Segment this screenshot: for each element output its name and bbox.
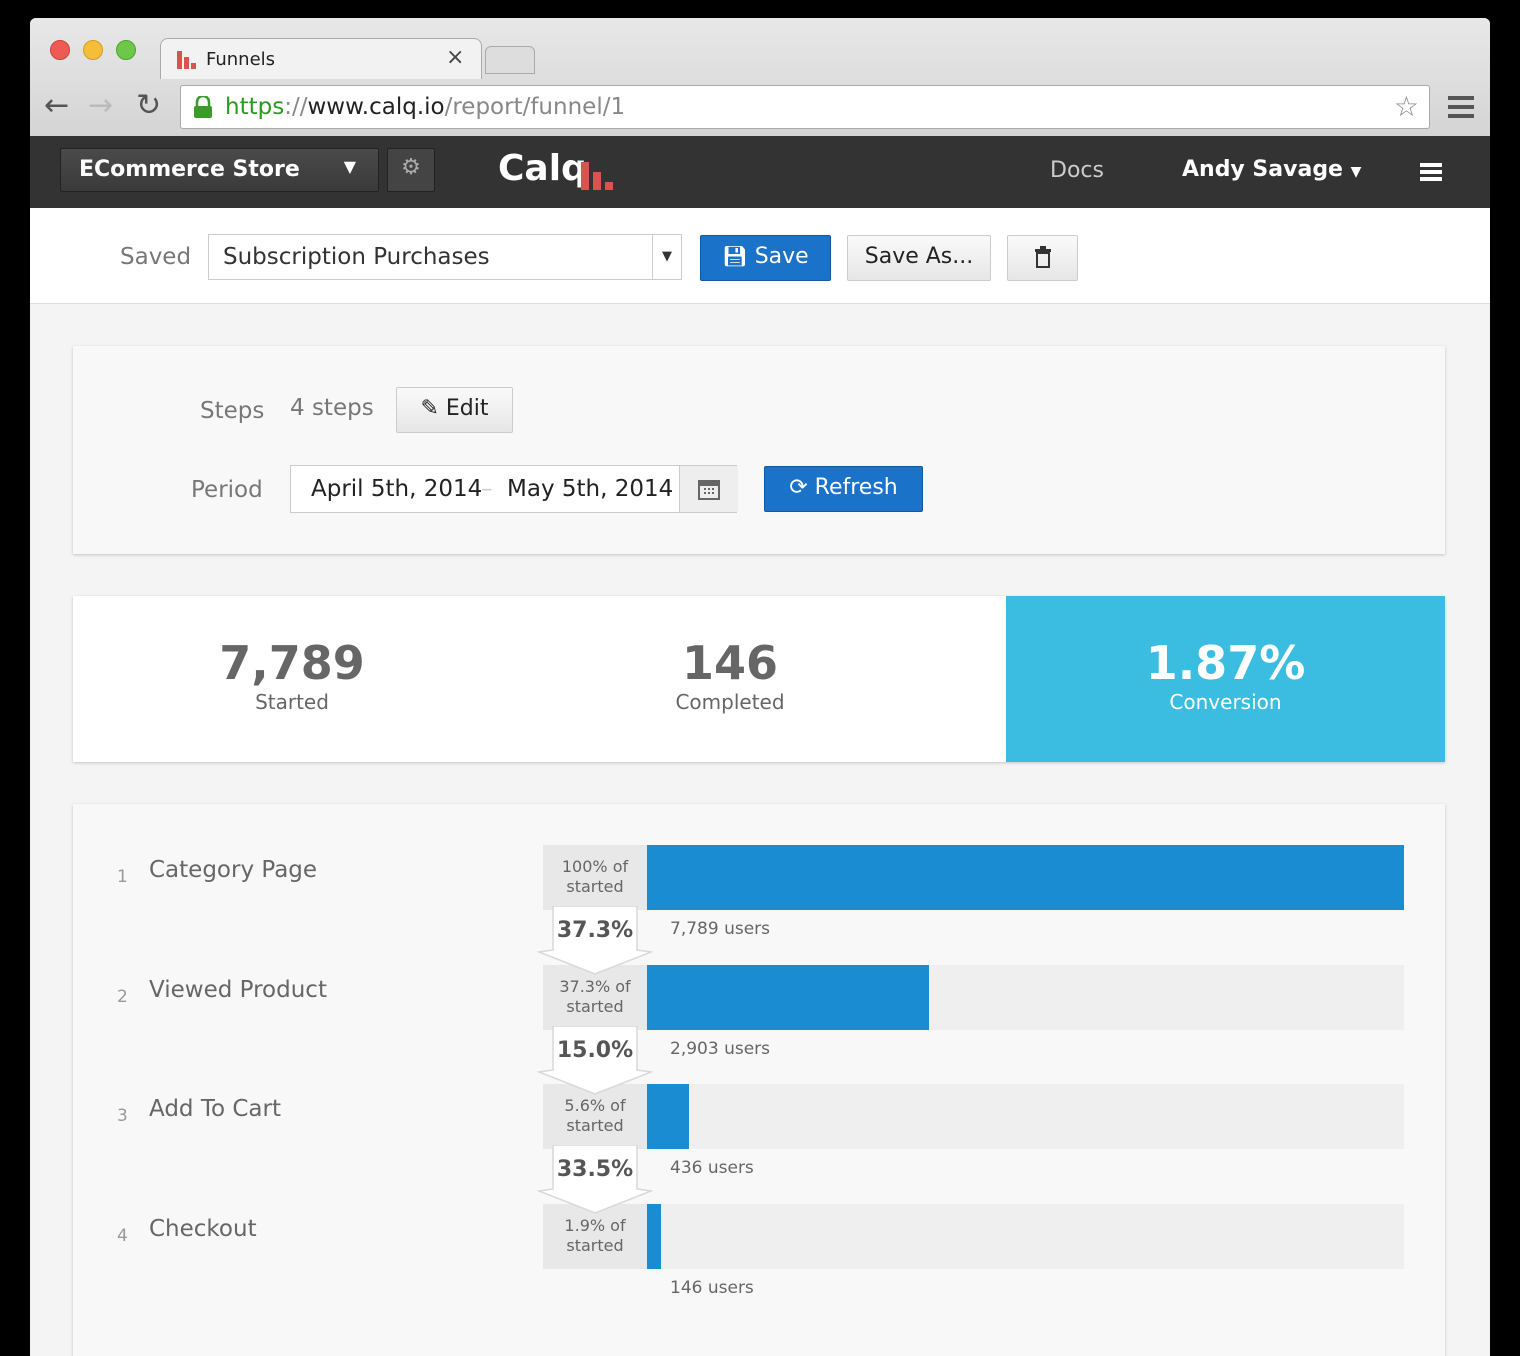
logo-mark	[581, 162, 613, 190]
forward-button[interactable]: →	[88, 88, 114, 123]
step-number: 1	[117, 867, 128, 887]
calendar-icon	[698, 480, 720, 500]
save-label: Save	[754, 244, 809, 269]
bar	[647, 845, 1404, 910]
period-label: Period	[191, 477, 263, 503]
end-date: May 5th, 2014	[507, 476, 674, 502]
tab[interactable]: Funnels ×	[160, 38, 482, 79]
value-label: 1.9% of started	[543, 1203, 647, 1269]
maximize-button[interactable]	[116, 40, 136, 60]
conversion-label: 37.3%	[556, 918, 634, 943]
filter-panel: Steps 4 steps ✎ Edit Period April 5th, 2…	[73, 346, 1445, 554]
start-date: April 5th, 2014	[311, 476, 483, 502]
user-name: Andy Savage	[1182, 157, 1343, 182]
step-name: Category Page	[149, 857, 318, 883]
docs-link[interactable]: Docs	[1050, 158, 1104, 183]
edit-button[interactable]: ✎ Edit	[396, 387, 513, 433]
completed-label: Completed	[675, 690, 785, 714]
value-label: 5.6% of started	[543, 1084, 647, 1149]
bar-track	[647, 1203, 1404, 1269]
app-navbar: ECommerce Store ▼ ⚙ Calq Docs Andy Savage…	[30, 136, 1490, 208]
project-name: ECommerce Store	[79, 157, 300, 182]
logo: Calq	[498, 148, 587, 189]
url-path: /report/funnel/1	[444, 94, 626, 120]
tab-title: Funnels	[206, 49, 276, 70]
conversion-value: 1.87%	[1145, 636, 1306, 690]
reload-button[interactable]: ↻	[136, 88, 162, 123]
tab-icon	[177, 51, 196, 69]
new-tab[interactable]	[485, 46, 535, 74]
conversion-arrow	[537, 1025, 653, 1095]
tab-close[interactable]: ×	[446, 45, 465, 70]
project-select[interactable]: ECommerce Store ▼	[60, 148, 379, 192]
date-range[interactable]: April 5th, 2014 – May 5th, 2014	[290, 465, 738, 513]
toolbar: Saved Subscription Purchases ▼ 💾︎ Save Sa…	[30, 208, 1490, 304]
conversion-label: Conversion	[1169, 690, 1282, 714]
app-menu[interactable]	[1420, 163, 1442, 181]
bar	[647, 1203, 662, 1269]
save-as-button[interactable]: Save As...	[847, 235, 991, 281]
bar-track	[647, 1084, 1404, 1149]
step-number: 4	[117, 1225, 128, 1246]
url-scheme: https	[225, 94, 285, 120]
step-name: Checkout	[149, 1215, 257, 1242]
address-bar[interactable]: https://www.calq.io/report/funnel/1 ☆	[180, 85, 1430, 129]
value-label: 37.3% of started	[543, 964, 647, 1030]
refresh-label: Refresh	[814, 475, 898, 500]
step-number: 2	[117, 986, 128, 1007]
conversion-label: 33.5%	[556, 1157, 634, 1182]
url-host: www.calq.io	[307, 94, 445, 120]
users-label: 2,903 users	[670, 1038, 771, 1059]
conversion-label: 15.0%	[556, 1037, 634, 1063]
calendar-button[interactable]	[679, 466, 738, 512]
trash-icon	[1034, 246, 1051, 268]
completed-stat: 146 Completed	[511, 636, 949, 714]
user-menu[interactable]: Andy Savage ▼	[1182, 157, 1362, 182]
lock-icon	[194, 96, 212, 118]
browser-menu[interactable]	[1448, 96, 1474, 118]
close-button[interactable]	[50, 40, 70, 60]
step-name: Viewed Product	[149, 976, 327, 1003]
save-button[interactable]: 💾︎ Save	[700, 235, 831, 281]
back-button[interactable]: ←	[44, 88, 70, 123]
settings-button[interactable]: ⚙	[387, 148, 435, 192]
started-stat: 7,789 Started	[73, 636, 511, 714]
completed-value: 146	[681, 636, 779, 690]
bar	[647, 964, 930, 1030]
steps-value: 4 steps	[290, 395, 374, 421]
conversion-arrow	[537, 1145, 653, 1214]
bookmark-star[interactable]: ☆	[1393, 90, 1419, 123]
steps-label: Steps	[200, 398, 265, 424]
saved-report: Subscription Purchases	[223, 244, 490, 270]
browser-chrome: Funnels × ← → ↻ https://www.calq.io/repo…	[30, 18, 1490, 137]
summary-panel: 7,789 Started 146 Completed 1.87% Conver…	[73, 596, 1445, 762]
started-label: Started	[255, 690, 329, 714]
refresh-button[interactable]: ⟳ Refresh	[764, 466, 923, 512]
minimize-button[interactable]	[83, 40, 103, 60]
users-label: 146 users	[670, 1277, 754, 1298]
step-number: 3	[117, 1106, 128, 1126]
url-separator: ://	[284, 94, 308, 120]
started-value: 7,789	[219, 636, 365, 690]
browser-window: Funnels × ← → ↻ https://www.calq.io/repo…	[30, 18, 1490, 1356]
saved-report-select[interactable]: Subscription Purchases ▼	[208, 234, 682, 280]
users-label: 436 users	[670, 1158, 754, 1178]
conversion-arrow	[537, 906, 653, 975]
bar	[647, 1084, 690, 1149]
conversion-stat: 1.87% Conversion	[1006, 596, 1445, 762]
funnel-panel: 1 Category Page 100% of started 7,789 users…	[73, 804, 1445, 1356]
value-label: 100% of started	[543, 845, 647, 910]
step-name: Add To Cart	[149, 1096, 281, 1122]
saved-label: Saved	[120, 244, 192, 270]
delete-button[interactable]	[1007, 235, 1078, 281]
users-label: 7,789 users	[670, 919, 771, 939]
edit-label: Edit	[445, 396, 489, 421]
